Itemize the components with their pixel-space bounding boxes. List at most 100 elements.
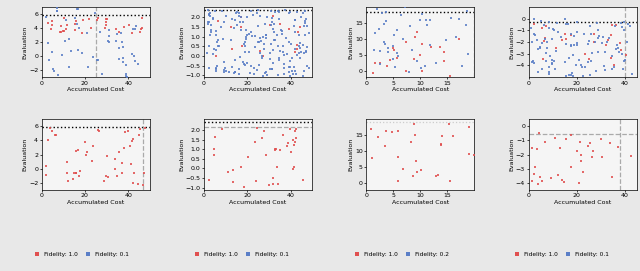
Point [567,70,577,75]
Point [580,52,590,57]
Point [114,30,124,34]
Point [265,51,275,55]
Point [118,59,128,64]
Point [616,52,627,56]
Point [257,54,268,59]
Point [436,141,446,146]
Point [541,59,552,64]
Point [260,71,271,76]
Point [202,50,212,55]
Point [612,43,623,47]
Y-axis label: Evaluation: Evaluation [509,25,515,59]
Point [257,56,268,60]
Point [388,33,399,37]
Point [582,144,593,149]
Point [618,67,628,71]
Point [237,44,247,48]
Point [417,69,428,73]
Point [116,40,127,44]
Point [77,31,88,35]
Point [273,182,284,186]
Point [574,180,584,185]
Point [589,40,599,44]
Point [444,121,454,126]
Point [529,32,539,37]
Point [270,148,280,152]
Point [406,47,417,52]
Point [100,20,111,25]
Point [261,36,271,40]
Point [45,126,56,130]
Point [421,18,431,22]
Point [568,74,579,79]
Point [580,65,590,69]
Point [285,42,296,46]
Point [239,185,249,189]
Point [527,60,538,65]
Point [282,144,292,148]
Point [568,34,579,38]
Point [383,46,393,50]
Point [52,6,62,10]
Point [282,52,292,56]
Point [601,43,611,47]
Point [88,143,98,148]
Point [415,53,426,57]
Point [585,140,595,145]
Point [49,69,59,73]
Point [614,41,625,46]
Point [238,20,248,24]
Point [246,8,256,13]
Point [385,58,395,63]
Point [227,17,237,21]
Point [610,24,620,28]
Point [534,44,545,49]
Point [118,45,128,49]
Point [462,9,472,13]
Point [219,67,229,72]
Point [425,42,435,47]
Point [273,43,284,48]
Point [204,44,214,49]
Point [285,65,295,69]
Point [544,20,554,24]
Point [230,70,241,75]
Point [290,50,300,54]
Point [267,16,277,20]
Point [304,31,314,36]
Point [579,32,589,36]
Point [560,32,570,36]
Point [138,183,148,187]
Point [383,50,393,54]
Point [203,20,213,24]
Point [609,62,619,67]
Point [292,43,303,48]
Point [243,33,253,38]
Point [255,36,265,40]
Point [255,49,265,54]
Point [292,30,303,34]
Point [250,139,260,144]
Point [372,135,383,139]
Point [572,20,582,24]
Point [268,14,278,18]
Point [619,28,629,33]
Point [550,136,561,140]
Point [109,157,120,161]
Legend: Fidelity: 1.0, Fidelity: 0.1: Fidelity: 1.0, Fidelity: 0.1 [30,251,130,257]
X-axis label: Accumulated Cost: Accumulated Cost [392,87,449,92]
Point [593,28,604,32]
Point [461,23,471,27]
Point [75,169,85,173]
Point [302,45,312,50]
Point [573,57,584,62]
Point [137,15,147,20]
Point [239,42,250,46]
Point [240,40,250,44]
Point [234,20,244,24]
Point [243,50,253,54]
Point [227,47,237,51]
Point [218,37,228,41]
Point [221,69,232,74]
Point [300,33,310,37]
